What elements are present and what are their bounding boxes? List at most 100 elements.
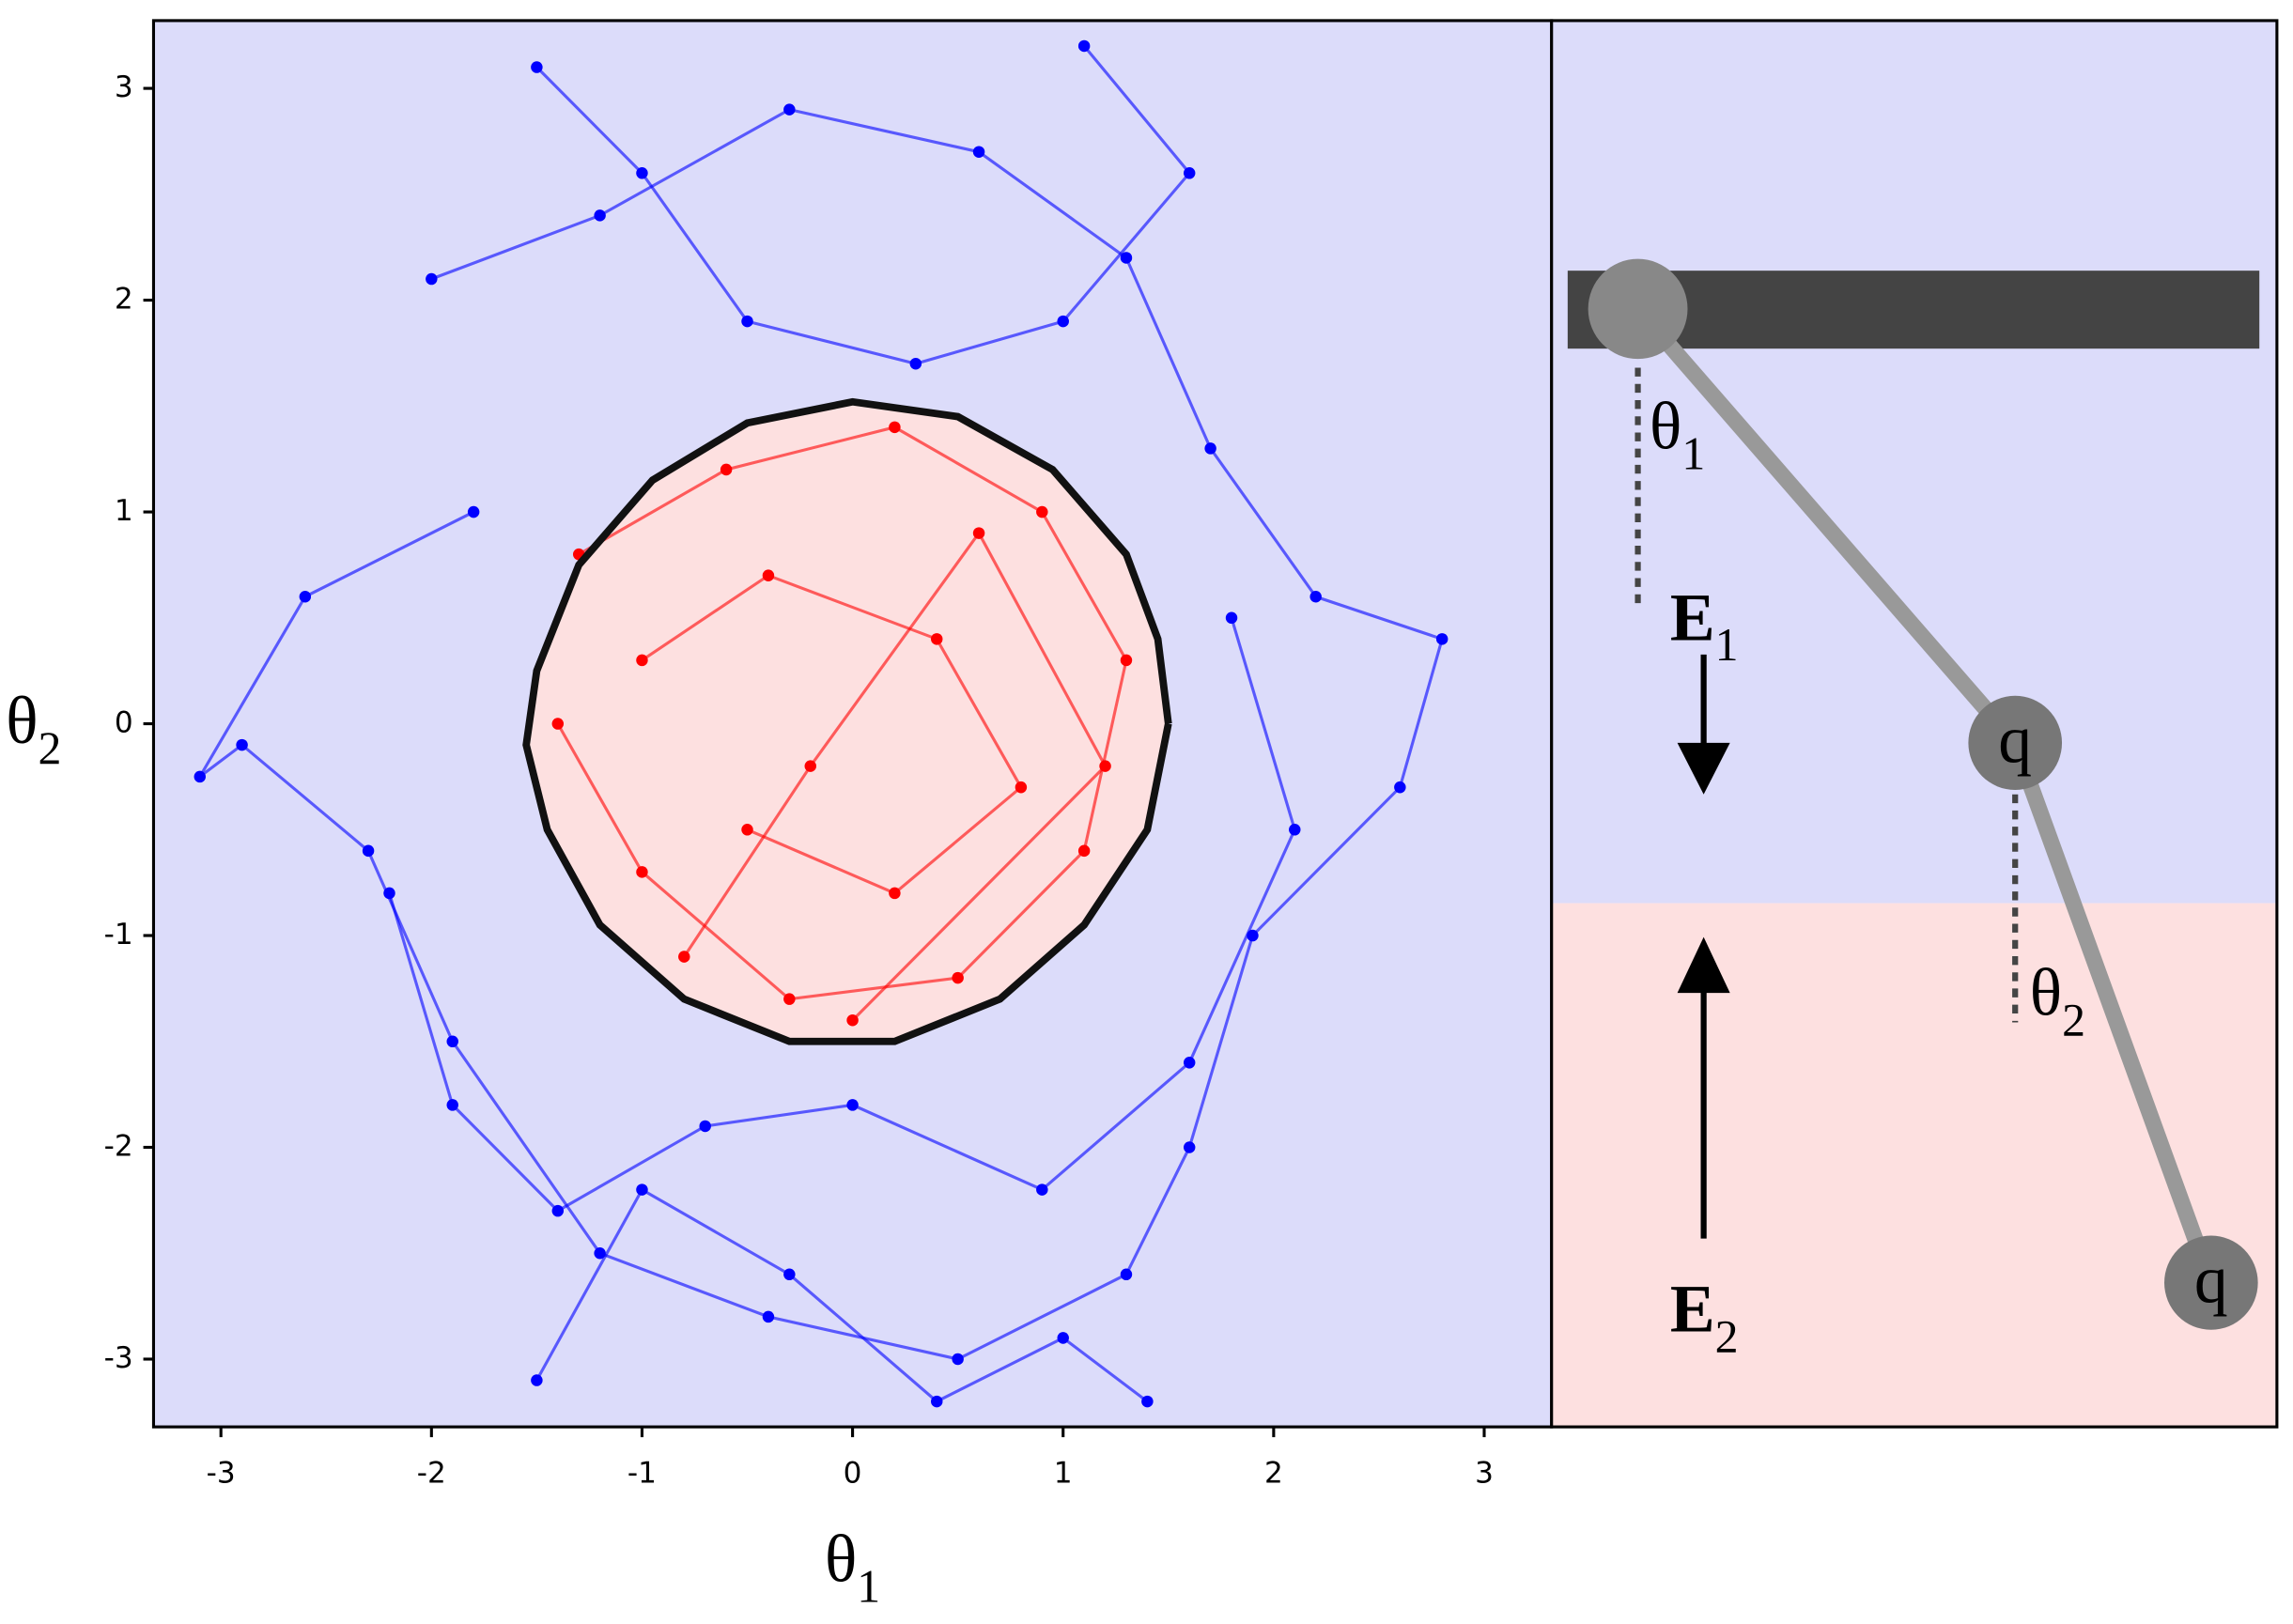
trajectory-point: [762, 569, 775, 581]
trajectory-point: [1435, 633, 1449, 645]
plot-area: [153, 20, 1552, 1428]
trajectory-point: [931, 1395, 943, 1408]
trajectory-point: [531, 61, 543, 73]
trajectory-point: [1015, 781, 1028, 794]
trajectory-point: [783, 1268, 796, 1281]
x-tick-label: 1: [1054, 1456, 1073, 1490]
label-base: E: [1670, 1271, 1715, 1346]
trajectory-point: [762, 1310, 775, 1323]
trajectory-point: [846, 1099, 859, 1111]
x-tick-label: -3: [207, 1456, 236, 1490]
label-sub: 2: [2062, 993, 2085, 1045]
arrow-head: [1677, 936, 1730, 994]
trajectory-point: [467, 505, 480, 518]
trajectory-point: [383, 887, 395, 900]
trajectory-point: [636, 1183, 648, 1196]
pivot: [1588, 258, 1688, 360]
diagram-frame: [1550, 19, 2279, 1429]
trajectory-point: [720, 463, 733, 476]
trajectory-point: [783, 103, 796, 116]
trajectory-point: [1204, 442, 1216, 455]
trajectory-point: [446, 1099, 458, 1111]
trajectory-point: [1057, 1332, 1069, 1344]
y-tick-label: 3: [115, 70, 133, 104]
trajectory-point: [1120, 654, 1133, 667]
x-axis-label: θ1: [825, 1521, 880, 1612]
trajectory-point: [909, 357, 922, 370]
y-tick-label: 2: [115, 283, 133, 317]
trajectory-point: [1120, 1268, 1133, 1281]
trajectory-point: [362, 844, 375, 858]
trajectory-point: [741, 315, 753, 328]
x-tick-label: -1: [627, 1456, 657, 1490]
trajectory-point: [783, 993, 796, 1005]
angle-label: θ1: [1650, 388, 1705, 479]
y-axis-label: θ2: [6, 683, 61, 774]
field-label: E1: [1670, 580, 1739, 671]
y-tick-label: -3: [104, 1341, 133, 1375]
trajectory-point: [1057, 315, 1069, 328]
trajectory-point: [972, 527, 985, 539]
trajectory-point: [1036, 505, 1048, 518]
trajectory-point: [531, 1374, 543, 1386]
y-tick-label: 0: [115, 705, 133, 739]
angle-label: θ2: [2030, 954, 2085, 1045]
trajectory-point: [594, 209, 606, 222]
trajectory-point: [1394, 781, 1406, 794]
trajectory-point: [426, 272, 438, 286]
label-base: E: [1670, 580, 1715, 655]
trajectory: [556, 425, 1128, 1001]
trajectory-point: [952, 971, 964, 984]
x-tick-label: 2: [1264, 1456, 1283, 1490]
trajectory-point: [699, 1120, 711, 1133]
trajectory-point: [931, 633, 943, 645]
trajectory-point: [804, 760, 816, 772]
label-sub: 1: [1681, 426, 1705, 479]
charge-label: q: [1998, 702, 2032, 777]
label-sub: 2: [39, 721, 62, 774]
trajectory-point: [636, 654, 648, 667]
label-sub: 2: [1715, 1309, 1739, 1362]
trajectory-point: [1141, 1395, 1154, 1408]
trajectory-point: [1036, 1183, 1048, 1196]
trajectory-point: [1077, 844, 1091, 858]
x-tick-label: 3: [1475, 1456, 1494, 1490]
trajectory-point: [299, 590, 312, 603]
trajectory-point: [741, 824, 753, 836]
trajectory-point: [594, 1246, 606, 1260]
y-tick-label: 1: [115, 494, 133, 528]
trajectory-point: [952, 1353, 964, 1366]
boundary-curve: [522, 397, 1172, 1045]
trajectory-point: [972, 146, 985, 158]
trajectory-point: [1289, 824, 1301, 836]
label-sub: 1: [1715, 618, 1739, 671]
trajectory: [535, 1187, 1149, 1403]
trajectory: [641, 573, 1023, 895]
trajectory-point: [1183, 167, 1196, 179]
label-base: θ: [2030, 954, 2062, 1029]
trajectory-point: [1309, 590, 1322, 603]
label-base: θ: [1650, 388, 1681, 463]
trajectory-point: [636, 167, 648, 179]
trajectory-point: [1183, 1057, 1196, 1069]
trajectory-point: [889, 421, 901, 434]
bob: [2164, 1235, 2258, 1330]
label-base: θ: [6, 683, 38, 758]
trajectory-point: [846, 1013, 859, 1027]
trajectory-point: [1183, 1141, 1196, 1153]
trajectory-point: [889, 887, 901, 900]
field-region-1: [1551, 20, 2277, 904]
region-fill: [526, 401, 1169, 1042]
trajectory-point: [1120, 252, 1133, 264]
bob: [1968, 695, 2063, 791]
arrow-head: [1677, 742, 1730, 795]
y-tick-label: -2: [104, 1129, 133, 1163]
field-label: E2: [1670, 1271, 1739, 1362]
trajectory-point: [236, 738, 248, 751]
trajectory-point: [1099, 760, 1111, 772]
trajectory-point: [194, 770, 206, 783]
x-tick-label: -2: [417, 1456, 446, 1490]
trajectory-point: [1077, 39, 1091, 53]
trajectory-point: [678, 951, 690, 963]
